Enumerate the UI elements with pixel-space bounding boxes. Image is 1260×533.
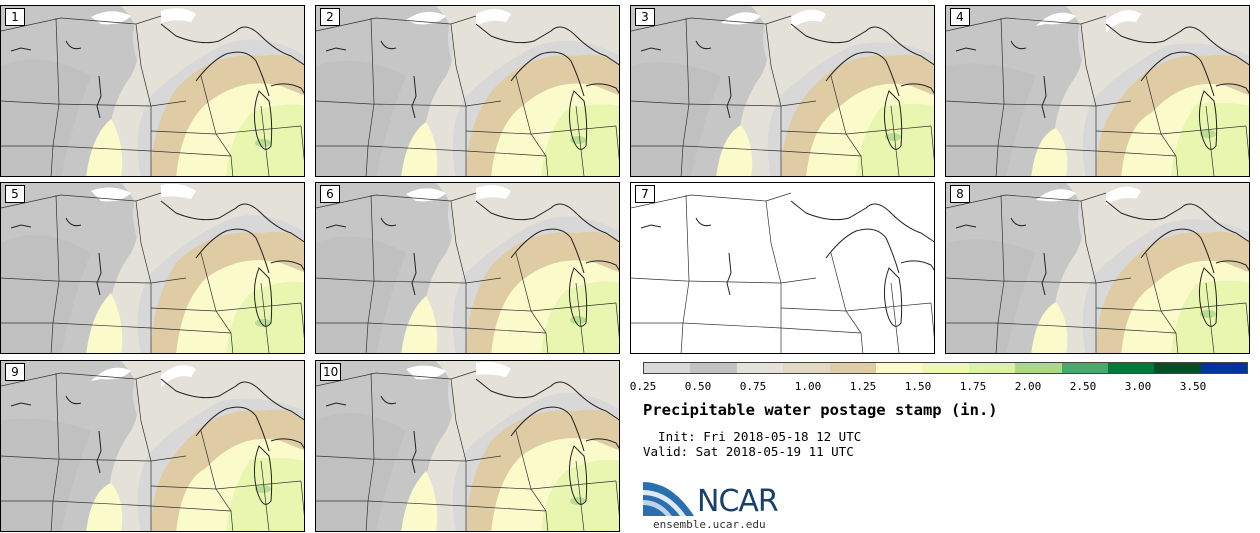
color-scale-segment: [1015, 363, 1062, 373]
precip-map: [1, 6, 304, 176]
panel-number: 2: [320, 8, 340, 26]
website-url: ensemble.ucar.edu: [653, 518, 766, 531]
color-scale-segment: [1200, 363, 1248, 373]
map-panel-8: 8: [945, 182, 1250, 354]
precip-map: [316, 6, 619, 176]
precip-map: [946, 183, 1249, 353]
tick-label: 2.00: [1014, 380, 1042, 393]
tick-label: 0.75: [739, 380, 767, 393]
color-scale-bar: [643, 362, 1248, 374]
map-panel-1: 1: [0, 5, 305, 177]
map-panel-9: 9: [0, 360, 305, 532]
color-scale-segment: [1061, 363, 1108, 373]
color-scale-segment: [783, 363, 830, 373]
map-panel-6: 6: [315, 182, 620, 354]
color-scale-segment: [968, 363, 1016, 373]
tick-label: 2.50: [1069, 380, 1097, 393]
panel-number: 6: [320, 185, 340, 203]
precip-map: [316, 361, 619, 531]
map-panel-4: 4: [945, 5, 1250, 177]
precip-map: [316, 183, 619, 353]
map-panel-7: 7: [630, 182, 935, 354]
color-scale-segment: [1154, 363, 1201, 373]
panel-number: 1: [5, 8, 25, 26]
precip-map: [1, 361, 304, 531]
tick-label: 0.25: [629, 380, 657, 393]
panel-number: 8: [950, 185, 970, 203]
map-panel-2: 2: [315, 5, 620, 177]
color-scale-segment: [644, 363, 691, 373]
tick-label: 1.25: [849, 380, 877, 393]
tick-label: 1.50: [904, 380, 932, 393]
tick-label: 1.75: [959, 380, 987, 393]
tick-label: 3.50: [1179, 380, 1207, 393]
color-scale-segment: [1107, 363, 1155, 373]
tick-label: 1.00: [794, 380, 822, 393]
panel-number: 7: [635, 185, 655, 203]
color-scale-segment: [875, 363, 923, 373]
ncar-logo-text: NCAR: [697, 484, 779, 519]
color-scale-segment: [736, 363, 784, 373]
map-panel-3: 3: [630, 5, 935, 177]
color-scale-segment: [690, 363, 737, 373]
tick-label: 0.50: [684, 380, 712, 393]
panel-number: 3: [635, 8, 655, 26]
precip-map: [631, 183, 934, 353]
map-panel-10: 10: [315, 360, 620, 532]
init-time: Init: Fri 2018-05-18 12 UTC: [643, 429, 862, 444]
panel-number: 9: [5, 363, 25, 381]
color-scale-segment: [829, 363, 876, 373]
precip-map: [1, 183, 304, 353]
plot-title: Precipitable water postage stamp (in.): [643, 401, 998, 419]
panel-number: 5: [5, 185, 25, 203]
precip-map: [946, 6, 1249, 176]
tick-label: 3.00: [1124, 380, 1152, 393]
panel-number: 10: [320, 363, 342, 381]
map-panel-5: 5: [0, 182, 305, 354]
color-scale-segment: [922, 363, 969, 373]
panel-number: 4: [950, 8, 970, 26]
ncar-logo-icon: [643, 482, 694, 516]
precip-map: [631, 6, 934, 176]
color-scale-tick-labels: 0.25 0.50 0.75 1.00 1.25 1.50 1.75 2.00 2.50 3.00…: [630, 380, 1260, 394]
valid-time: Valid: Sat 2018-05-19 11 UTC: [643, 444, 854, 459]
